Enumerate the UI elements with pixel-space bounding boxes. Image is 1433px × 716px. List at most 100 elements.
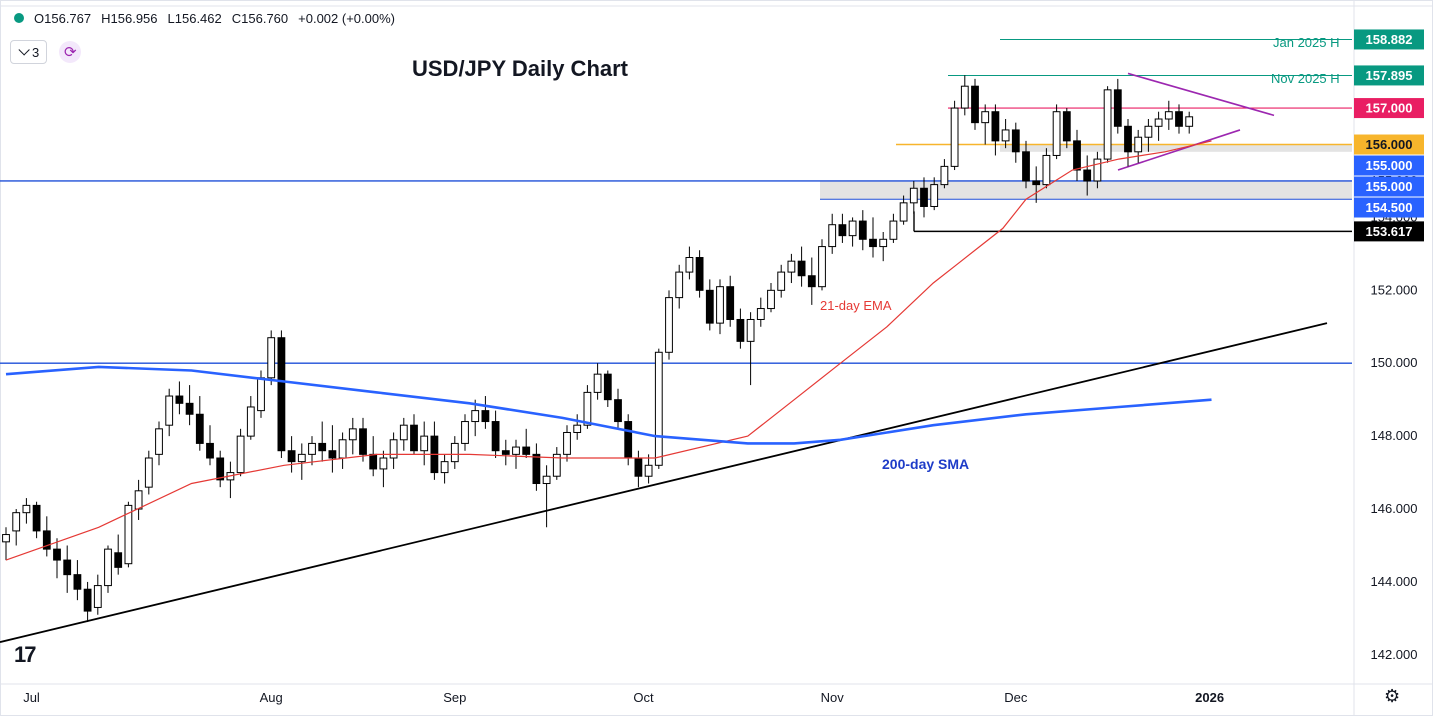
candle-body [410,424,418,452]
candle-up [889,213,898,243]
candle-up [399,417,408,451]
change-value: +0.002 (+0.00%) [298,10,395,26]
candle-body [767,289,775,310]
candle-body [267,337,276,379]
candle-up [899,195,908,225]
candle-body [144,457,153,488]
price-tag: 154.500 [1354,197,1424,218]
candle-body [573,424,582,433]
price-tag: 156.000 [1354,134,1424,155]
candle-down [73,560,82,601]
candle-body [461,421,469,444]
candle-body [736,318,745,342]
candle-down [430,421,439,480]
price-tag-bg [1354,155,1424,176]
candle-body [960,85,969,109]
x-tick-label: Oct [633,690,654,705]
candle-up [389,432,398,469]
candle-body [726,286,735,320]
candle-body [42,530,51,550]
candle-down [1073,129,1081,181]
candle-up [297,443,306,480]
candle-body [1032,180,1041,186]
candle-down [491,410,500,458]
support-zone-154-5-155 [820,180,1352,200]
candle-body [909,187,918,204]
candle-body [1062,111,1071,142]
candle-body [552,453,561,477]
candle-body [869,238,877,248]
candle-up [93,574,102,615]
candle-body [481,410,490,423]
candle-body [287,450,296,463]
candle-body [491,421,500,452]
refresh-icon[interactable]: ⟳ [59,41,82,63]
tradingview-logo-icon: 17 [14,642,37,667]
candle-body [348,428,357,441]
candlesticks [2,75,1194,623]
candle-body [501,450,510,455]
candle-body [1011,129,1020,153]
candle-down [318,421,327,462]
price-tag-bg [1354,176,1424,197]
candle-body [1022,151,1030,182]
candle-body [420,435,429,452]
candle-body [644,464,653,477]
y-tick-label: 146.000 [1371,501,1418,516]
ema-label: 21-day EMA [820,298,892,313]
candle-body [675,271,684,299]
candle-up [379,450,388,488]
candle-body [950,107,959,167]
candle-body [1052,111,1061,156]
candle-body [522,446,531,455]
triangle-lower-line [1117,129,1241,171]
candle-body [195,413,204,444]
candle-down [481,396,490,429]
y-tick-label: 144.000 [1371,574,1418,589]
price-tag-bg [1354,29,1424,50]
candle-body [22,504,31,514]
candle-up [940,159,949,189]
settings-icon[interactable]: ⚙ [1384,686,1401,706]
y-tick-label: 150.000 [1371,355,1418,370]
horizontal-levels [0,38,1352,364]
candle-up [1164,100,1173,130]
candle-up [879,232,888,262]
candle-body [603,373,612,401]
candle-body [216,457,225,481]
candle-up [512,439,520,469]
candle-up [1144,119,1153,152]
indicators-toggle-button[interactable]: 3 [10,40,48,64]
y-tick-label: 142.000 [1371,647,1418,662]
support-zone-156 [1000,144,1352,152]
price-tag-bg [1354,65,1424,86]
candle-down [185,385,194,426]
candle-up [348,417,357,455]
price-tag-label: 155.000 [1366,179,1413,194]
candle-body [471,410,480,423]
candle-body [53,548,61,561]
candle-up [1103,86,1112,163]
candle-down [838,213,847,243]
candle-up [236,428,245,477]
candle-up [471,399,480,437]
candle-body [359,428,367,455]
candle-down [971,78,979,130]
candle-up [675,264,684,309]
price-tag-label: 156.000 [1366,137,1413,152]
candle-up [1134,129,1143,163]
candle-body [624,421,633,459]
candle-up [22,498,31,524]
candle-down [83,581,92,623]
price-tag: 155.000 [1354,155,1424,176]
candle-body [705,289,714,324]
trend-lines [0,72,1328,643]
open-value: O156.767 [34,10,92,26]
candle-body [991,111,1000,142]
candle-down [501,439,510,466]
candle-body [848,220,857,237]
candle-body [114,552,123,568]
ohlc-legend: O156.767 H156.956 L156.462 C156.760 +0.0… [0,0,500,36]
candle-body [634,457,643,477]
